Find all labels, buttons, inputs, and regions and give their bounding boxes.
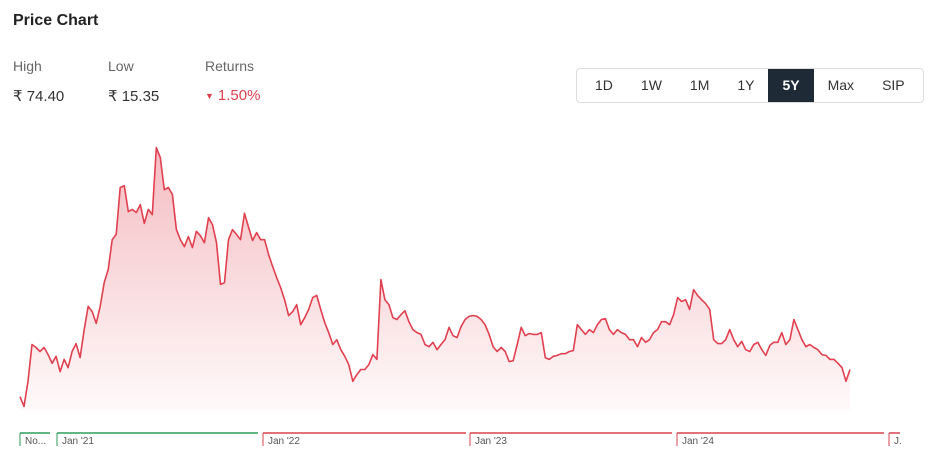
period-label: J. [894, 436, 902, 447]
period-label: Jan '24 [682, 436, 714, 447]
range-button[interactable]: Max [827, 77, 855, 93]
stat-label: High [13, 58, 42, 74]
range-button[interactable]: 1Y [737, 77, 755, 93]
period-label: Jan '22 [268, 436, 300, 447]
stat-number: ₹ 15.35 [108, 88, 160, 105]
stat-label: Returns [205, 58, 255, 74]
range-button[interactable]: 1D [595, 77, 613, 93]
range-button[interactable]: SIP [882, 77, 905, 93]
range-button[interactable]: 5Y [768, 69, 814, 102]
stat-value: ▼ 1.50% [205, 87, 260, 104]
down-icon: ▼ [205, 91, 214, 101]
range-button[interactable]: 1M [689, 77, 710, 93]
stat: High ₹ 74.40 [13, 58, 64, 105]
title: Price Chart [13, 12, 99, 29]
stat-number: ₹ 74.40 [13, 88, 65, 105]
stat-number: 1.50% [217, 87, 261, 104]
period-label: Jan '23 [475, 436, 507, 447]
area [20, 147, 850, 410]
range-selector: 1D 1W 1M 1Y 5Y Max SIP [576, 68, 924, 103]
price-line [19, 146, 851, 408]
stat: Returns ▼ 1.50% [205, 58, 260, 104]
period-label: Jan '21 [62, 436, 94, 447]
stat: Low ₹ 15.35 [108, 58, 159, 105]
stat-label: Low [108, 58, 134, 74]
range-button[interactable]: 1W [640, 77, 662, 93]
stat-value: ₹ 15.35 [108, 87, 159, 105]
period-label: No... [25, 436, 46, 447]
stat-value: ₹ 74.40 [13, 87, 64, 105]
